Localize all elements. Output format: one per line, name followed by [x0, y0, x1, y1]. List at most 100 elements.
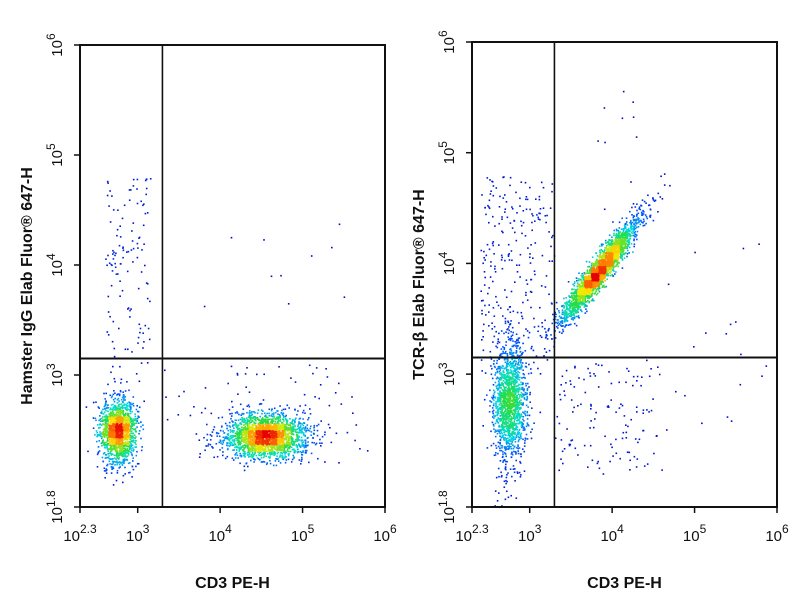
event-dot: [269, 456, 271, 458]
event-dot: [113, 457, 116, 459]
event-dot: [203, 305, 206, 308]
event-dot: [118, 454, 121, 457]
event-dot: [136, 405, 138, 407]
event-dot: [657, 366, 659, 368]
x-tick-label: 106: [373, 522, 397, 545]
event-dot: [484, 276, 486, 279]
y-tick-base: 10: [49, 260, 66, 277]
event-dot: [110, 437, 113, 440]
event-dot: [116, 420, 119, 423]
event-dot: [126, 421, 129, 423]
event-dot: [587, 367, 589, 370]
event-dot: [544, 286, 547, 288]
event-dot: [107, 450, 109, 453]
event-dot: [120, 409, 122, 412]
event-dot: [120, 449, 123, 452]
event-dot: [248, 443, 251, 446]
event-dot: [98, 427, 100, 429]
event-dot: [329, 427, 331, 429]
event-dot: [123, 424, 126, 426]
event-dot: [514, 340, 516, 343]
event-dot: [636, 380, 638, 382]
event-dot: [298, 432, 300, 434]
event-dot: [109, 442, 111, 444]
event-dot: [203, 436, 205, 439]
event-dot: [292, 430, 295, 433]
event-dot: [113, 400, 116, 403]
event-dot: [114, 461, 116, 463]
event-dot: [121, 443, 123, 445]
event-dot: [523, 373, 525, 376]
event-dot: [320, 445, 322, 447]
event-dot: [492, 412, 494, 415]
event-dot: [258, 440, 260, 442]
event-dot: [647, 194, 649, 197]
event-dot: [114, 441, 117, 443]
event-dot: [106, 423, 109, 425]
event-dot: [134, 446, 136, 448]
event-dot: [517, 452, 520, 455]
event-dot: [265, 439, 268, 442]
event-dot: [104, 408, 107, 410]
event-dot: [144, 212, 147, 215]
event-dot: [259, 427, 261, 430]
event-dot: [290, 426, 293, 429]
event-dot: [300, 432, 303, 434]
event-dot: [261, 431, 263, 434]
event-dot: [282, 434, 284, 437]
event-dot: [107, 420, 109, 422]
event-dot: [124, 442, 127, 445]
event-dot: [522, 426, 525, 429]
event-dot: [285, 423, 288, 426]
event-dot: [149, 300, 151, 303]
event-dot: [110, 284, 113, 287]
event-dot: [551, 183, 554, 185]
event-dot: [504, 468, 507, 470]
event-dot: [565, 382, 567, 384]
event-dot: [263, 239, 265, 241]
event-dot: [121, 419, 123, 421]
event-dot: [129, 419, 132, 421]
event-dot: [119, 406, 122, 409]
event-dot: [528, 331, 531, 334]
event-dot: [250, 459, 252, 462]
event-dot: [119, 434, 122, 436]
event-dot: [494, 490, 497, 492]
event-dot: [284, 455, 286, 457]
event-dot: [131, 420, 134, 422]
event-dot: [245, 434, 247, 437]
event-dot: [253, 428, 256, 430]
event-dot: [122, 412, 124, 415]
event-dot: [635, 215, 638, 217]
event-dot: [288, 437, 290, 440]
event-dot: [260, 449, 262, 451]
event-dot: [265, 416, 268, 418]
event-dot: [136, 426, 138, 428]
event-dot: [505, 463, 507, 466]
event-dot: [233, 449, 235, 451]
event-dot: [104, 477, 106, 479]
event-dot: [224, 437, 226, 440]
event-dot: [112, 440, 115, 442]
event-dot: [227, 444, 229, 447]
event-dot: [520, 311, 523, 314]
event-dot: [108, 433, 111, 436]
event-dot: [488, 287, 490, 289]
event-dot: [251, 420, 254, 422]
event-dot: [290, 446, 293, 448]
event-dot: [118, 463, 121, 466]
event-dot: [122, 455, 124, 458]
event-dot: [273, 424, 276, 426]
event-dot: [615, 411, 617, 413]
event-dot: [504, 453, 507, 455]
event-dot: [669, 184, 671, 187]
event-dot: [497, 441, 500, 444]
event-dot: [524, 391, 527, 394]
event-dot: [301, 443, 303, 446]
event-dot: [285, 436, 288, 438]
event-dot: [279, 441, 281, 444]
event-dot: [526, 422, 529, 424]
event-dot: [280, 434, 283, 437]
event-dot: [293, 457, 295, 459]
event-dot: [502, 455, 504, 458]
